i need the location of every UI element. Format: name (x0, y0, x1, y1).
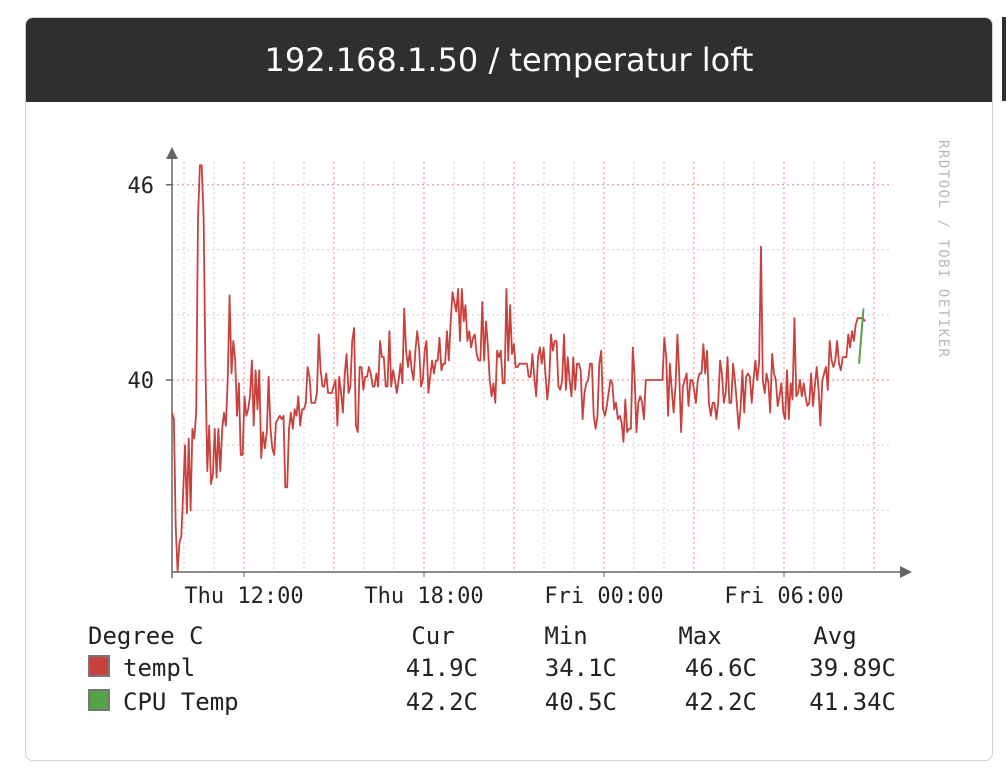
tick-labels: Thu 12:00 Thu 18:00 Fri 00:00 Fri 06:00 40 46 (128, 174, 844, 609)
legend-row-cpu-temp-min: 40.5C (545, 688, 617, 716)
legend-unit-label: Degree C (88, 622, 204, 650)
legend-row-cpu-temp-avg: 41.34C (809, 688, 896, 716)
legend-row-templ-max: 46.6C (685, 654, 757, 682)
graph-panel: 192.168.1.50 / temperatur loft (25, 17, 993, 761)
legend: Degree C Cur Min Max Avg templ 41.9C 34.… (88, 622, 896, 716)
x-axis-arrow (900, 566, 912, 578)
legend-row-cpu-temp-name: CPU Temp (123, 688, 239, 716)
legend-swatch-cpu-temp (88, 689, 110, 711)
legend-row-cpu-temp-cur: 42.2C (406, 688, 478, 716)
legend-swatch-templ (88, 655, 110, 677)
grid (172, 162, 892, 572)
x-tick-label: Fri 06:00 (724, 584, 843, 609)
y-tick-label: 46 (128, 174, 155, 199)
legend-row-templ-avg: 39.89C (809, 654, 896, 682)
series-line-cpu-temp (858, 308, 865, 364)
y-tick-label: 40 (128, 369, 155, 394)
x-tick-label: Thu 18:00 (364, 584, 483, 609)
series-line-templ (171, 164, 866, 573)
legend-header-min: Min (544, 622, 587, 650)
legend-row-templ-cur: 41.9C (406, 654, 478, 682)
legend-header-cur: Cur (411, 622, 454, 650)
x-tick-label: Thu 12:00 (184, 584, 303, 609)
series-lines (171, 164, 866, 573)
legend-row-cpu-temp-max: 42.2C (685, 688, 757, 716)
panel-title: 192.168.1.50 / temperatur loft (264, 41, 754, 79)
legend-header-avg: Avg (813, 622, 856, 650)
y-axis-arrow (166, 147, 178, 159)
axes (166, 147, 912, 578)
legend-row-templ-name: templ (123, 654, 195, 682)
legend-row-templ-min: 34.1C (545, 654, 617, 682)
adjacent-panel-edge (1002, 17, 1006, 101)
panel-header: 192.168.1.50 / temperatur loft (26, 18, 992, 102)
watermark: RRDTOOL / TOBI OETIKER (935, 140, 951, 358)
legend-header-max: Max (678, 622, 721, 650)
x-tick-label: Fri 00:00 (544, 584, 663, 609)
